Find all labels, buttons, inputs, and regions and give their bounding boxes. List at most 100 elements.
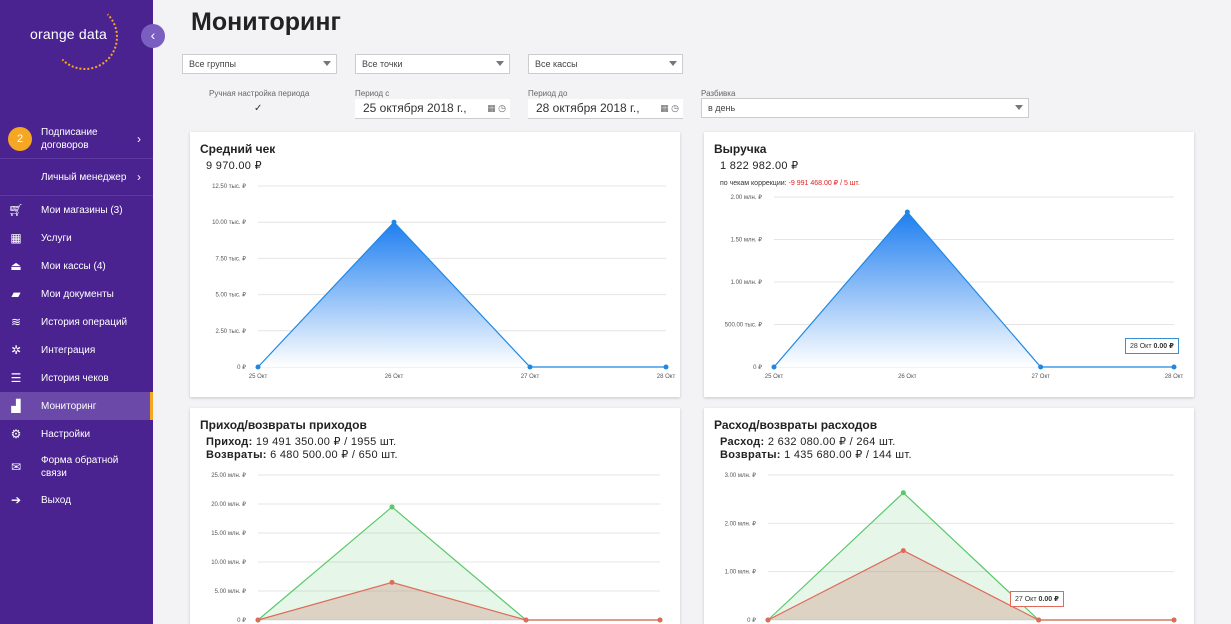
expense-line: Расход: 2 632 080.00 ₽ / 264 шт.: [720, 435, 896, 448]
x-tick-label: 27 Окт: [1031, 374, 1050, 380]
sidebar-item-label: История чеков: [41, 372, 109, 384]
tooltip-value: 0.00 ₽: [1038, 596, 1059, 603]
y-tick-label: 12.50 тыс. ₽: [212, 183, 246, 190]
sidebar-item-integration[interactable]: ✲ Интеграция: [0, 336, 153, 364]
tooltip-value: 0.00 ₽: [1153, 343, 1174, 350]
gears-icon: ⚙: [10, 427, 22, 441]
period-from-value: 25 октября 2018 г.,: [363, 101, 467, 115]
manual-period-checkbox[interactable]: ✓: [254, 103, 263, 114]
logo[interactable]: orange data: [0, 0, 153, 80]
income-card: Приход/возвраты приходов Приход: 19 491 …: [190, 408, 680, 624]
card-value: 1 822 982.00 ₽: [720, 160, 799, 172]
y-tick-label: 0 ₽: [237, 364, 246, 371]
income-line: Приход: 19 491 350.00 ₽ / 1955 шт.: [206, 435, 397, 448]
y-tick-label: 2.50 тыс. ₽: [215, 328, 246, 335]
groups-select[interactable]: Все группы: [182, 54, 337, 74]
data-point: [527, 364, 533, 370]
data-point: [391, 219, 397, 225]
y-tick-label: 7.50 тыс. ₽: [215, 255, 246, 262]
data-point: [523, 617, 529, 623]
sidebar-item-settings[interactable]: ⚙ Настройки: [0, 420, 153, 448]
sidebar-item-label: Мои документы: [41, 288, 114, 300]
data-point: [1036, 617, 1042, 623]
x-tick-label: 28 Окт: [657, 374, 676, 380]
card-title: Расход/возвраты расходов: [714, 418, 878, 432]
period-to-label: Период до: [528, 89, 568, 98]
sidebar-item-label: Интеграция: [41, 344, 96, 356]
series-line: [767, 549, 1174, 621]
expense-key: Расход:: [720, 436, 765, 448]
period-from-input[interactable]: 25 октября 2018 г., ▦ ◷: [355, 99, 510, 119]
y-tick-label: 20.00 млн. ₽: [211, 501, 246, 508]
revenue-chart: 0 ₽ 500.00 тыс. ₽ 1.00 млн. ₽ 1.50 млн. ₽ 2.…: [725, 194, 1184, 380]
returns-value: 6 480 500.00 ₽ / 650 шт.: [270, 449, 398, 461]
chevron-right-icon: ›: [137, 132, 141, 146]
calendar-clock-icon[interactable]: ▦ ◷: [487, 103, 506, 113]
contracts-count-badge: 2: [8, 127, 32, 151]
sidebar-item-documents[interactable]: ▰ Мои документы: [0, 280, 153, 308]
envelope-icon: ✉: [10, 460, 22, 474]
avg-check-card: Средний чек 9 970.00 ₽ 0 ₽ 2.50 тыс. ₽ 5.0…: [190, 132, 680, 397]
y-tick-label: 15.00 млн. ₽: [211, 530, 246, 537]
points-select[interactable]: Все точки: [355, 54, 510, 74]
data-point: [1171, 364, 1177, 370]
sidebar-item-logout[interactable]: ➔ Выход: [0, 486, 153, 514]
series-line: [257, 221, 666, 368]
y-tick-label: 10.00 млн. ₽: [211, 559, 246, 566]
chevron-right-icon: ›: [137, 170, 141, 184]
x-tick-label: 28 Окт: [1165, 374, 1184, 380]
x-tick-label: 26 Окт: [898, 374, 917, 380]
y-tick-label: 0 ₽: [237, 617, 246, 624]
y-tick-label: 2.00 млн. ₽: [731, 194, 763, 201]
sidebar-item-shops[interactable]: 🛒︎ Мои магазины (3): [0, 196, 153, 224]
sidebar-item-services[interactable]: ▦ Услуги: [0, 224, 153, 252]
expense-chart: 0 ₽1.00 млн. ₽2.00 млн. ₽3.00 млн. ₽25 О…: [725, 472, 1177, 624]
caret-down-icon: [323, 61, 331, 66]
coins-icon: ≋: [10, 315, 22, 329]
correction-note: по чекам коррекции: -9 991 468.00 ₽ / 5 …: [720, 179, 860, 187]
data-point: [657, 617, 663, 623]
logo-text: orange data: [30, 26, 107, 42]
breakdown-select[interactable]: в день: [701, 98, 1029, 118]
sidebar-item-monitoring[interactable]: ▟ Мониторинг: [0, 392, 153, 420]
y-tick-label: 10.00 тыс. ₽: [212, 219, 246, 226]
data-point: [900, 548, 906, 554]
sidebar-collapse-button[interactable]: ‹: [141, 24, 165, 48]
sidebar-item-registers[interactable]: ⏏ Мои кассы (4): [0, 252, 153, 280]
sidebar-nav: 2 Подписание договоров › Личный менеджер…: [0, 120, 153, 514]
groups-select-value: Все группы: [189, 59, 236, 69]
logo-arc-icon: [52, 4, 118, 70]
breakdown-label: Разбивка: [701, 89, 736, 98]
y-tick-label: 3.00 млн. ₽: [725, 472, 757, 479]
sidebar-item-feedback[interactable]: ✉ Форма обратной связи: [0, 448, 153, 486]
calculator-icon: ▦: [10, 231, 22, 245]
period-to-value: 28 октября 2018 г.,: [536, 101, 640, 115]
sidebar-item-manager[interactable]: Личный менеджер ›: [0, 159, 153, 195]
period-to-input[interactable]: 28 октября 2018 г., ▦ ◷: [528, 99, 683, 119]
series-area: [768, 550, 1174, 620]
sidebar-item-receipts[interactable]: ☰ История чеков: [0, 364, 153, 392]
data-point: [1171, 617, 1177, 623]
calendar-clock-icon[interactable]: ▦ ◷: [660, 103, 679, 113]
card-title: Выручка: [714, 142, 767, 156]
card-value: 9 970.00 ₽: [206, 160, 262, 172]
x-tick-label: 25 Окт: [765, 374, 784, 380]
sidebar-item-label: Подписание договоров: [41, 127, 98, 151]
correction-note-value: -9 991 468.00 ₽ / 5 шт.: [788, 180, 860, 187]
list-icon: ☰: [10, 371, 22, 385]
registers-select[interactable]: Все кассы: [528, 54, 683, 74]
y-tick-label: 25.00 млн. ₽: [211, 472, 246, 479]
sidebar-item-operations[interactable]: ≋ История операций: [0, 308, 153, 336]
breakdown-select-value: в день: [708, 103, 736, 113]
data-point: [900, 490, 906, 496]
divider: [0, 195, 153, 196]
sidebar-item-label: Мои кассы (4): [41, 260, 106, 272]
card-title: Приход/возвраты приходов: [200, 418, 367, 432]
x-tick-label: 27 Окт: [521, 374, 540, 380]
avg-check-chart: 0 ₽ 2.50 тыс. ₽ 5.00 тыс. ₽ 7.50 тыс. ₽ 10.0…: [212, 183, 676, 380]
data-point: [389, 579, 395, 585]
sidebar-item-contracts[interactable]: 2 Подписание договоров ›: [0, 120, 153, 158]
sidebar: orange data 2 Подписание договоров › Лич…: [0, 0, 153, 624]
caret-down-icon: [669, 61, 677, 66]
data-point: [765, 617, 771, 623]
